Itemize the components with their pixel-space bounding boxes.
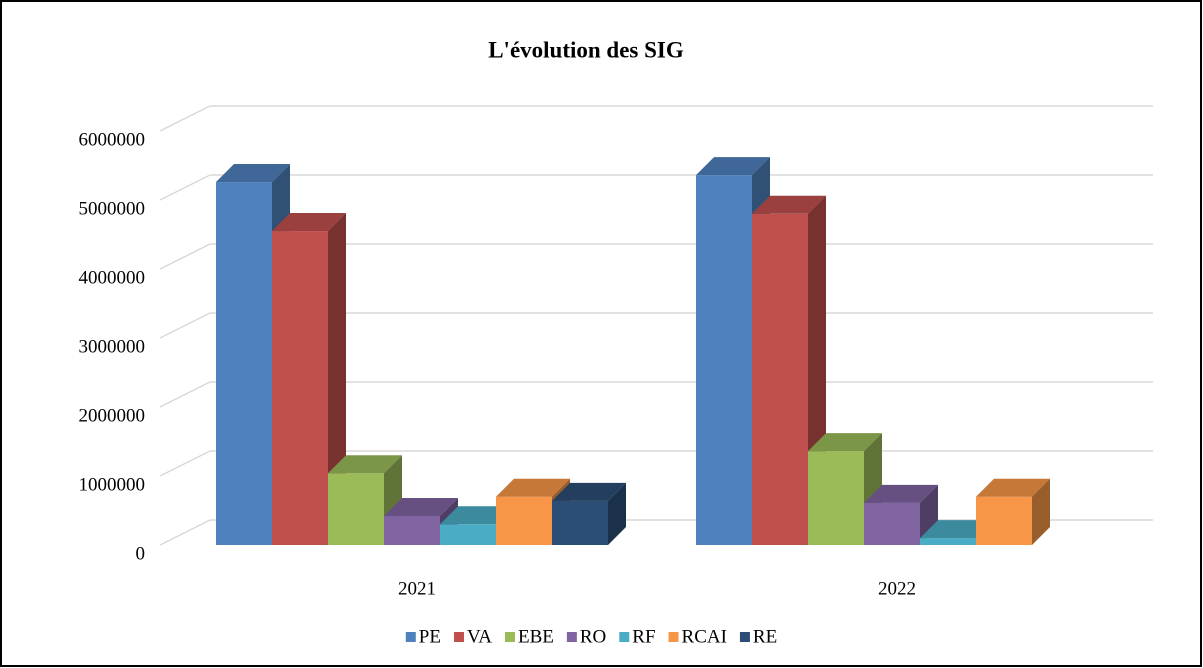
bar bbox=[696, 175, 752, 545]
bar bbox=[216, 182, 272, 545]
bar-top bbox=[552, 482, 626, 501]
grid-line bbox=[159, 174, 211, 201]
bar-top bbox=[976, 478, 1050, 497]
bar-top bbox=[216, 164, 290, 183]
bar-top bbox=[440, 506, 514, 525]
bar-top bbox=[328, 455, 402, 474]
legend-label: RCAI bbox=[682, 626, 727, 647]
bar bbox=[272, 231, 328, 546]
bar bbox=[864, 502, 920, 545]
grid-line bbox=[159, 243, 211, 270]
bar-top bbox=[496, 478, 570, 497]
y-tick-label: 3000000 bbox=[79, 336, 146, 357]
chart-title: L'évolution des SIG bbox=[488, 37, 684, 62]
legend-label: RE bbox=[753, 626, 777, 647]
legend-swatch bbox=[504, 632, 515, 642]
bar-top bbox=[920, 520, 994, 539]
grid-line bbox=[159, 312, 211, 339]
bar-side bbox=[1032, 478, 1050, 545]
bar bbox=[384, 516, 440, 545]
legend-label: PE bbox=[419, 626, 441, 647]
bar bbox=[552, 500, 608, 545]
bar-side bbox=[608, 482, 626, 545]
legend-swatch bbox=[453, 632, 464, 642]
legend-swatch bbox=[668, 632, 679, 642]
grid-line bbox=[159, 450, 211, 477]
x-tick-label: 2022 bbox=[878, 578, 916, 599]
grid-line bbox=[159, 105, 211, 132]
bar bbox=[328, 473, 384, 545]
y-tick-label: 4000000 bbox=[79, 267, 146, 288]
bar-top bbox=[808, 433, 882, 452]
bar-top bbox=[384, 498, 458, 517]
legend-swatch bbox=[619, 632, 630, 642]
y-tick-label: 1000000 bbox=[79, 474, 146, 495]
bar bbox=[976, 496, 1032, 545]
y-tick-label: 2000000 bbox=[79, 405, 146, 426]
bar bbox=[440, 524, 496, 545]
x-tick-label: 2021 bbox=[398, 578, 436, 599]
legend-label: RO bbox=[580, 626, 606, 647]
legend-swatch bbox=[739, 632, 750, 642]
bar bbox=[808, 451, 864, 545]
legend-swatch bbox=[566, 632, 577, 642]
legend-label: EBE bbox=[518, 626, 554, 647]
legend-swatch bbox=[405, 632, 416, 642]
y-tick-label: 0 bbox=[136, 543, 146, 564]
bar bbox=[920, 538, 976, 545]
bar-top bbox=[272, 213, 346, 232]
grid-line bbox=[159, 519, 211, 546]
legend-label: VA bbox=[467, 626, 492, 647]
grid-line bbox=[159, 381, 211, 408]
bar-top bbox=[752, 195, 826, 214]
bar bbox=[496, 496, 552, 545]
y-tick-label: 6000000 bbox=[79, 129, 146, 150]
bar-top bbox=[696, 157, 770, 176]
legend-label: RF bbox=[632, 626, 655, 647]
bar-top bbox=[864, 484, 938, 503]
bar bbox=[752, 213, 808, 546]
y-tick-label: 5000000 bbox=[79, 198, 146, 219]
